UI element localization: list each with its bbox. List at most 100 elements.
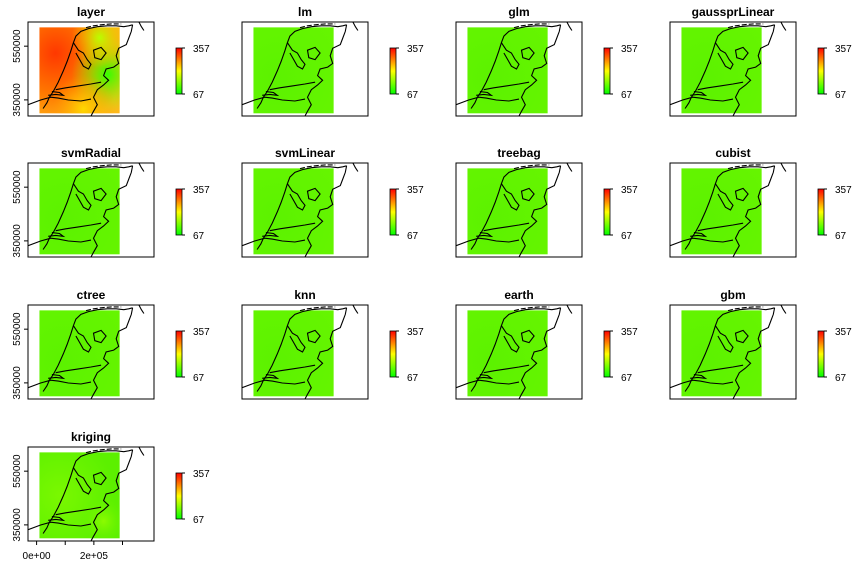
south-border (670, 237, 734, 247)
river-line (55, 364, 102, 374)
x-tick-label: 0e+00 (23, 551, 52, 562)
estuary-line (48, 232, 66, 238)
panel-title: earth (504, 288, 533, 302)
polder-outline (92, 471, 107, 486)
estuary-line (476, 232, 494, 238)
map-outline (28, 447, 145, 541)
south-border (28, 237, 92, 247)
plot-frame (241, 21, 369, 117)
legend-min-label: 67 (193, 231, 205, 242)
legend-max-label: 357 (621, 44, 638, 55)
legend-colorbar (389, 330, 397, 378)
legend-max-label: 357 (193, 469, 210, 480)
polder-outline (520, 187, 535, 202)
panel-svmRadial: svmRadial 350000 550000 357 67 (12, 146, 210, 258)
coast-fragment (138, 22, 145, 31)
panel-title: ctree (77, 288, 106, 302)
raster-fill (681, 168, 762, 255)
coastline (684, 24, 775, 109)
coast-fragment (352, 22, 359, 31)
ijsselmeer-shore (286, 42, 306, 70)
river-line (55, 81, 102, 91)
river-line (697, 364, 744, 374)
panel-title: glm (508, 5, 529, 19)
legend-min-label: 67 (621, 231, 633, 242)
river-line (697, 81, 744, 91)
coastline (42, 165, 133, 250)
coastline (684, 307, 775, 392)
legend-colorbar (175, 472, 183, 520)
legend-min-label: 67 (835, 373, 847, 384)
polder-outline (92, 46, 107, 61)
y-tick-label: 550000 (12, 29, 23, 63)
legend-min-label: 67 (193, 515, 205, 526)
polder-outline (306, 46, 321, 61)
estuary-line (48, 91, 66, 97)
legend-min-label: 67 (621, 90, 633, 101)
y-tick-label: 550000 (12, 312, 23, 346)
raster-fill (253, 27, 334, 114)
panel-title: gaussprLinear (692, 5, 775, 19)
estuary-line (262, 91, 280, 97)
river-line (55, 222, 102, 232)
legend-max-label: 357 (621, 185, 638, 196)
plot-frame (241, 162, 369, 258)
map-outline (242, 22, 359, 116)
legend-colorbar (817, 188, 825, 236)
south-border (28, 521, 92, 531)
estuary-line (262, 374, 280, 380)
raster-layer (681, 27, 762, 114)
coastline (42, 24, 133, 109)
frisian-islands (85, 164, 122, 170)
south-border (242, 96, 306, 106)
river-line (483, 81, 530, 91)
legend-max-label: 357 (621, 327, 638, 338)
coastline (256, 24, 347, 109)
panel-title: lm (298, 5, 312, 19)
legend-colorbar (817, 47, 825, 95)
legend-max-label: 357 (835, 327, 852, 338)
coast-fragment (566, 305, 573, 314)
south-border (242, 237, 306, 247)
legend-colorbar (603, 330, 611, 378)
plot-frame (27, 162, 155, 258)
legend-colorbar (389, 188, 397, 236)
plot-frame (455, 304, 583, 400)
raster-layer (39, 310, 120, 397)
coast-fragment (780, 305, 787, 314)
plot-frame (27, 446, 155, 542)
east-border (304, 307, 348, 399)
coastline (42, 449, 133, 534)
panel-earth: earth 357 67 (455, 288, 638, 400)
map-outline (242, 305, 359, 399)
legend-max-label: 357 (193, 44, 210, 55)
ijsselmeer-shore (72, 467, 92, 495)
legend-colorbar (389, 47, 397, 95)
panel-cubist: cubist 357 67 (669, 146, 852, 258)
legend-min-label: 67 (407, 90, 419, 101)
legend-max-label: 357 (835, 44, 852, 55)
y-tick-label: 550000 (12, 170, 23, 204)
east-border (90, 307, 134, 399)
panel-title: svmRadial (61, 146, 121, 160)
estuary-line (476, 91, 494, 97)
legend-colorbar (603, 188, 611, 236)
east-border (732, 24, 776, 116)
coastline (42, 307, 133, 392)
panel-gbm: gbm 357 67 (669, 288, 852, 400)
frisian-islands (513, 164, 550, 170)
frisian-islands (727, 306, 764, 312)
legend-max-label: 357 (407, 44, 424, 55)
panel-title: svmLinear (275, 146, 335, 160)
estuary-line (690, 91, 708, 97)
frisian-islands (513, 23, 550, 29)
map-outline (670, 163, 787, 257)
frisian-islands (727, 23, 764, 29)
south-border (456, 237, 520, 247)
legend-max-label: 357 (407, 327, 424, 338)
coastline (470, 165, 561, 250)
plot-frame (669, 162, 797, 258)
ijsselmeer-shore (500, 42, 520, 70)
panel-title: gbm (720, 288, 745, 302)
